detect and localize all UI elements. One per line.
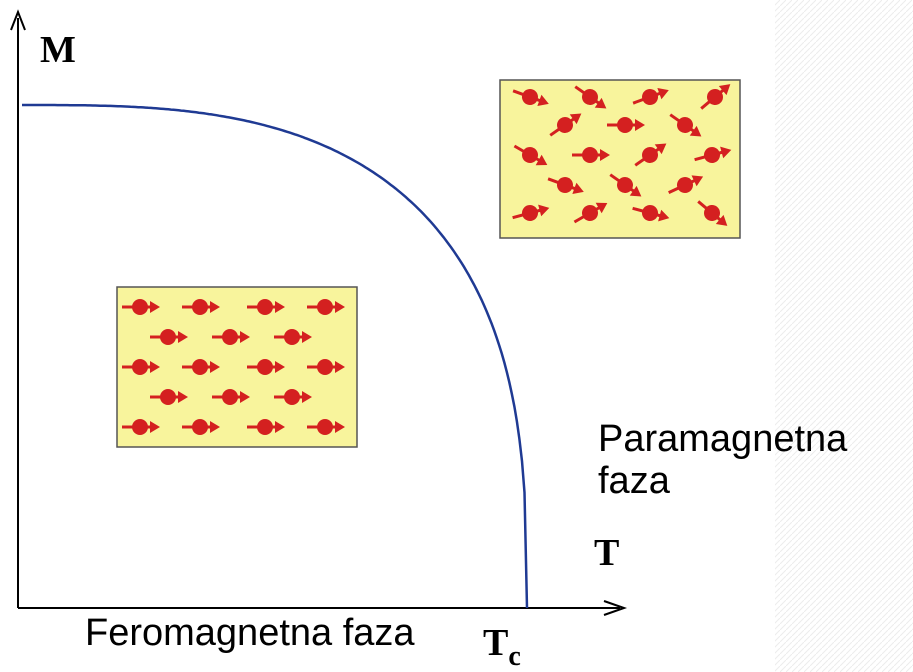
ferro-label: Feromagnetna faza [85,612,415,654]
diagram: M T Tc [0,0,913,672]
critical-label: Tc [483,622,521,672]
para-label: Paramagnetna faza [598,418,898,502]
y-axis-label: M [40,29,76,71]
critical-t: T [483,622,508,664]
x-axis-label: T [594,532,619,574]
side-stripe [775,0,913,672]
page: {"axis_labels": {"y": "M", "x": "T", "cr… [0,0,913,672]
critical-sub: c [508,641,520,672]
